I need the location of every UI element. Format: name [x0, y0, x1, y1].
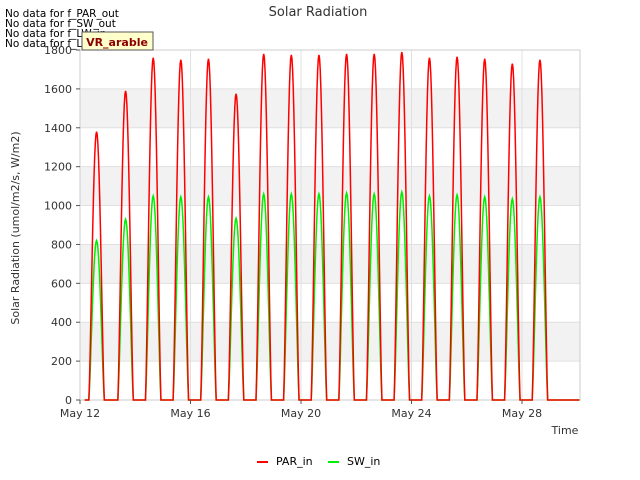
background-band	[80, 244, 580, 284]
no-data-message-lw-out: No data for f_LW_out	[5, 38, 115, 50]
x-axis-ticks: May 12 May 16 May 20 May 24 May 28	[60, 400, 542, 420]
y-tick-label: 400	[51, 316, 72, 329]
legend: PAR_in SW_in	[257, 455, 380, 468]
y-tick-label: 1600	[44, 83, 72, 96]
y-tick-label: 0	[65, 394, 72, 407]
x-tick-label: May 12	[60, 407, 100, 420]
badge-label: VR_arable	[86, 36, 148, 49]
y-axis-ticks: 0 200 400 600 800 1000 1200 1400 1600 1800	[44, 44, 80, 407]
legend-label-par-in: PAR_in	[276, 455, 313, 468]
vr-arable-badge: VR_arable	[81, 31, 154, 51]
y-tick-label: 1800	[44, 44, 72, 57]
y-axis-label: Solar Radiation (umol/m2/s, W/m2)	[9, 131, 22, 324]
y-tick-label: 600	[51, 277, 72, 290]
series-line-par-in	[84, 51, 580, 401]
legend-label-sw-in: SW_in	[347, 455, 380, 468]
x-axis-label: Time	[551, 424, 579, 437]
background-bands	[80, 88, 580, 362]
x-tick-label: May 16	[170, 407, 210, 420]
y-tick-label: 1000	[44, 200, 72, 213]
no-data-message-sw-out: No data for f_SW_out	[5, 18, 116, 30]
y-tick-label: 1200	[44, 161, 72, 174]
y-tick-label: 800	[51, 238, 72, 251]
background-band	[80, 88, 580, 128]
background-band	[80, 166, 580, 206]
x-tick-label: May 28	[502, 407, 542, 420]
x-tick-label: May 20	[281, 407, 321, 420]
y-tick-label: 1400	[44, 122, 72, 135]
x-tick-label: May 24	[391, 407, 431, 420]
no-data-message-par-out: No data for f_PAR_out	[5, 8, 119, 20]
series-lines	[84, 51, 580, 401]
badge-box	[81, 31, 154, 51]
background-band	[80, 322, 580, 362]
no-data-message-lw-in: No data for f_LW_in	[5, 28, 107, 40]
chart-title: Solar Radiation	[269, 5, 368, 20]
y-tick-label: 200	[51, 355, 72, 368]
